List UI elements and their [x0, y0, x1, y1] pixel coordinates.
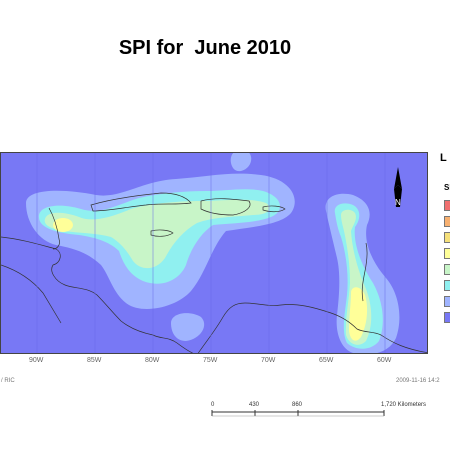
pacific-coast	[1, 264, 62, 324]
legend-swatch	[444, 216, 450, 227]
legend-swatch	[444, 312, 450, 323]
spi-map-canvas: N	[1, 153, 427, 353]
legend-swatch	[444, 296, 450, 307]
scale-label: 0	[211, 402, 215, 408]
longitude-label: 65W	[319, 357, 334, 364]
scale-label: 1,720 Kilometers	[381, 402, 427, 408]
footer-timestamp: 2009-11-16 14:2	[396, 378, 440, 384]
legend-title: L	[440, 152, 447, 164]
legend-swatch	[444, 264, 450, 275]
scale-label: 430	[249, 402, 260, 408]
jamaica-outline	[150, 229, 174, 237]
north-arrow-label: N	[395, 198, 401, 207]
land-outlines	[1, 192, 427, 353]
central-america-coast	[1, 236, 194, 353]
spi-map: N	[0, 152, 428, 354]
cuba-outline	[90, 192, 192, 212]
longitude-label: 85W	[87, 357, 102, 364]
lesser-antilles	[361, 242, 368, 302]
south-america-coast	[197, 302, 427, 353]
legend-swatch	[444, 200, 450, 211]
longitude-label: 80W	[145, 357, 160, 364]
map-title: SPI for June 2010	[118, 37, 292, 59]
footer-left-text: / RIC	[1, 378, 15, 384]
legend-swatch	[444, 232, 450, 243]
graticule	[36, 153, 386, 353]
longitude-label: 90W	[29, 357, 44, 364]
north-arrow-icon: N	[394, 167, 402, 207]
hispaniola-outline	[200, 198, 251, 216]
scale-bar	[211, 410, 385, 417]
longitude-label: 75W	[203, 357, 218, 364]
puerto-rico-outline	[262, 205, 286, 213]
longitude-label: 70W	[261, 357, 276, 364]
longitude-label: 60W	[377, 357, 392, 364]
legend-subtitle: SI	[444, 183, 450, 192]
legend-swatch	[444, 248, 450, 259]
scale-label: 860	[292, 402, 303, 408]
legend-swatch	[444, 280, 450, 291]
spi-zone-yellow	[53, 218, 368, 341]
yucatan-coast	[48, 207, 60, 250]
